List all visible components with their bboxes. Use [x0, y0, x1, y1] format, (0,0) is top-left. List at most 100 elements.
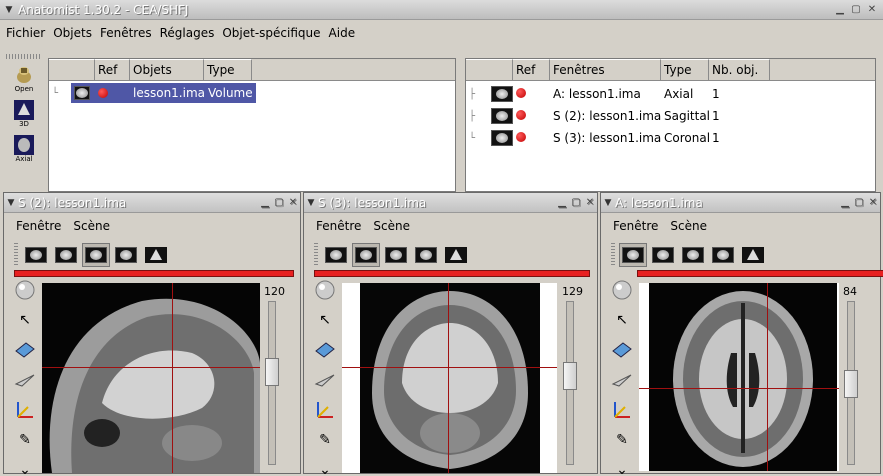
- axes-button[interactable]: [12, 397, 38, 423]
- coronal-titlebar[interactable]: ▼ S (3): lesson1.ima ▁ ▢ ✕: [304, 193, 597, 213]
- sagittal-window[interactable]: ▼ S (2): lesson1.ima ▁ ▢ ✕ Fenêtre Scène…: [3, 192, 301, 476]
- menu-objet-specifique[interactable]: Objet-spécifique: [222, 26, 321, 40]
- axial-button[interactable]: Axial: [6, 135, 42, 163]
- window-row[interactable]: ├ A: lesson1.ima Axial 1: [466, 83, 875, 105]
- axial-titlebar[interactable]: ▼ A: lesson1.ima ▁ ▢ ✕: [601, 193, 880, 213]
- slice-slider-handle[interactable]: [844, 370, 858, 399]
- menu-fenetres[interactable]: Fenêtres: [99, 26, 152, 40]
- default-control-button[interactable]: [609, 277, 635, 303]
- window-menu-icon[interactable]: ▼: [604, 197, 612, 208]
- axial-view-button[interactable]: [322, 243, 350, 267]
- menu-objets[interactable]: Objets: [53, 26, 92, 40]
- default-control-button[interactable]: [12, 277, 38, 303]
- slice-slider-handle[interactable]: [563, 362, 577, 391]
- close-icon[interactable]: ✕: [867, 3, 877, 15]
- maximize-icon[interactable]: ▢: [274, 196, 284, 208]
- selection-button[interactable]: ↖: [312, 307, 338, 333]
- minimize-icon[interactable]: ▁: [558, 196, 566, 208]
- plane-icon: [15, 342, 35, 358]
- sagittal-view-button[interactable]: [679, 243, 707, 267]
- coronal-view-button[interactable]: [649, 243, 677, 267]
- axial-window[interactable]: ▼ A: lesson1.ima ▁ ▢ ✕ Fenêtre Scène ↖ ✎…: [600, 192, 883, 476]
- col-nb-obj[interactable]: Nb. obj.: [709, 59, 770, 80]
- menu-scene[interactable]: Scène: [670, 219, 707, 233]
- draw-button[interactable]: ✎: [12, 427, 38, 453]
- toolbar-grip[interactable]: [314, 243, 318, 267]
- default-control-button[interactable]: [312, 277, 338, 303]
- maximize-icon[interactable]: ▢: [851, 3, 861, 15]
- menu-scene[interactable]: Scène: [373, 219, 410, 233]
- minimize-icon[interactable]: ▁: [261, 196, 269, 208]
- fly-button[interactable]: [312, 367, 338, 393]
- transform-button[interactable]: [12, 337, 38, 363]
- menu-aide[interactable]: Aide: [328, 26, 356, 40]
- coronal-view-button[interactable]: [52, 243, 80, 267]
- minimize-icon[interactable]: ▁: [841, 196, 849, 208]
- coronal-window[interactable]: ▼ S (3): lesson1.ima ▁ ▢ ✕ Fenêtre Scène…: [303, 192, 598, 476]
- axial-view-button[interactable]: [22, 243, 50, 267]
- col-type[interactable]: Type: [204, 59, 252, 80]
- menu-reglages[interactable]: Réglages: [159, 26, 215, 40]
- window-menu-icon[interactable]: ▼: [5, 4, 13, 15]
- fly-button[interactable]: [609, 367, 635, 393]
- oblique-view-button[interactable]: [412, 243, 440, 267]
- more-tools-button[interactable]: ⌄: [312, 457, 338, 476]
- transform-button[interactable]: [312, 337, 338, 363]
- menu-scene[interactable]: Scène: [73, 219, 110, 233]
- col-objets[interactable]: Objets: [130, 59, 204, 80]
- oblique-view-button[interactable]: [709, 243, 737, 267]
- maximize-icon[interactable]: ▢: [854, 196, 864, 208]
- more-tools-button[interactable]: ⌄: [609, 457, 635, 476]
- maximize-icon[interactable]: ▢: [571, 196, 581, 208]
- axes-icon: [614, 402, 630, 418]
- axes-button[interactable]: [609, 397, 635, 423]
- axial-view-button[interactable]: [619, 243, 647, 267]
- sagittal-view-button[interactable]: [82, 243, 110, 267]
- draw-button[interactable]: ✎: [609, 427, 635, 453]
- sagittal-view[interactable]: [42, 283, 260, 473]
- view-3d-button[interactable]: 3D: [6, 100, 42, 128]
- toolbar-grip[interactable]: [14, 243, 18, 267]
- view-3d-button[interactable]: [442, 243, 470, 267]
- transform-button[interactable]: [609, 337, 635, 363]
- close-icon[interactable]: ✕: [288, 196, 298, 208]
- more-tools-button[interactable]: ⌄: [12, 457, 38, 476]
- close-icon[interactable]: ✕: [585, 196, 595, 208]
- minimize-icon[interactable]: ▁: [836, 3, 844, 15]
- view-3d-button[interactable]: [142, 243, 170, 267]
- close-icon[interactable]: ✕: [868, 196, 878, 208]
- view-3d-icon: [145, 247, 167, 263]
- menu-fenetre[interactable]: Fenêtre: [613, 219, 659, 233]
- window-row[interactable]: └ S (3): lesson1.ima Coronal 1: [466, 127, 875, 149]
- draw-button[interactable]: ✎: [312, 427, 338, 453]
- menu-fenetre[interactable]: Fenêtre: [16, 219, 62, 233]
- col-ref[interactable]: Ref: [513, 59, 550, 80]
- menu-fenetre[interactable]: Fenêtre: [316, 219, 362, 233]
- toolbar-grip[interactable]: [6, 54, 42, 59]
- selection-button[interactable]: ↖: [12, 307, 38, 333]
- main-titlebar[interactable]: ▼ Anatomist 1.30.2 - CEA/SHFJ ▁ ▢ ✕: [0, 0, 883, 20]
- slice-slider-handle[interactable]: [265, 358, 279, 387]
- oblique-view-button[interactable]: [112, 243, 140, 267]
- coronal-view[interactable]: [342, 283, 557, 473]
- window-row[interactable]: ├ S (2): lesson1.ima Sagittal 1: [466, 105, 875, 127]
- col-type[interactable]: Type: [661, 59, 709, 80]
- toolbar-grip[interactable]: [611, 243, 615, 267]
- sagittal-titlebar[interactable]: ▼ S (2): lesson1.ima ▁ ▢ ✕: [4, 193, 300, 213]
- view-3d-button[interactable]: [739, 243, 767, 267]
- windows-header: Ref Fenêtres Type Nb. obj.: [466, 59, 875, 81]
- sagittal-view-button[interactable]: [382, 243, 410, 267]
- fly-button[interactable]: [12, 367, 38, 393]
- axes-button[interactable]: [312, 397, 338, 423]
- pointer-icon: ↖: [616, 312, 628, 328]
- col-ref[interactable]: Ref: [95, 59, 130, 80]
- window-menu-icon[interactable]: ▼: [7, 197, 15, 208]
- object-row[interactable]: └ lesson1.ima Volume: [49, 82, 455, 104]
- axial-view[interactable]: [639, 283, 839, 471]
- selection-button[interactable]: ↖: [609, 307, 635, 333]
- menu-fichier[interactable]: Fichier: [6, 26, 46, 40]
- window-menu-icon[interactable]: ▼: [307, 197, 315, 208]
- coronal-view-button[interactable]: [352, 243, 380, 267]
- col-fenetres[interactable]: Fenêtres: [550, 59, 661, 80]
- open-button[interactable]: Open: [6, 65, 42, 93]
